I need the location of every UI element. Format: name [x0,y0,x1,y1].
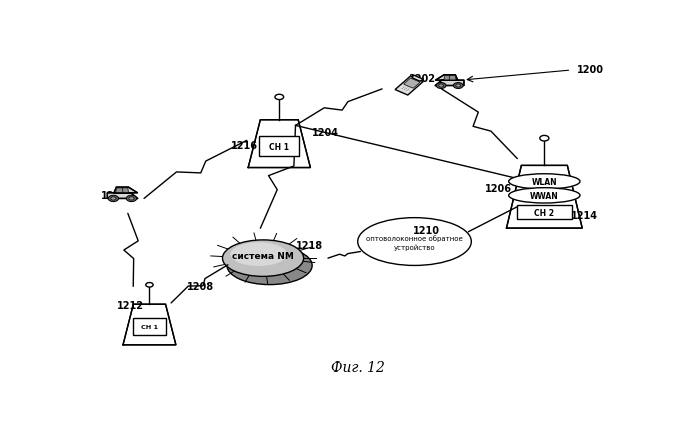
Ellipse shape [227,247,312,285]
Circle shape [406,91,408,92]
Text: 1214: 1214 [572,211,598,221]
Ellipse shape [509,174,580,190]
Polygon shape [413,76,424,82]
Polygon shape [403,79,420,89]
Text: CH 1: CH 1 [141,325,158,329]
Polygon shape [395,77,423,96]
Circle shape [407,87,408,88]
Circle shape [438,85,444,88]
Text: система NM: система NM [232,252,294,261]
Ellipse shape [509,188,580,203]
Text: 1218: 1218 [295,240,322,250]
Text: Фиг. 12: Фиг. 12 [331,360,385,375]
Ellipse shape [230,243,287,267]
Circle shape [146,283,153,287]
Circle shape [405,86,406,87]
Text: WWAN: WWAN [530,191,558,200]
Circle shape [108,196,119,202]
Text: 1210: 1210 [413,225,440,235]
Polygon shape [507,166,582,229]
Circle shape [453,83,463,89]
Circle shape [129,197,134,200]
Text: оптоволоконное обратное: оптоволоконное обратное [366,235,463,241]
Ellipse shape [223,240,304,277]
Text: 1202: 1202 [101,190,128,201]
Text: 1200: 1200 [577,65,604,75]
Bar [133,319,166,335]
Polygon shape [116,188,123,193]
Text: 1204: 1204 [312,128,339,138]
Polygon shape [444,77,451,81]
Text: CH 1: CH 1 [269,142,289,151]
Circle shape [126,196,137,202]
Circle shape [456,85,461,88]
Circle shape [403,88,404,89]
Circle shape [401,89,403,90]
Bar [517,206,572,220]
Circle shape [111,197,116,200]
Text: 1202: 1202 [409,74,436,84]
Polygon shape [248,120,311,168]
Bar [260,137,299,157]
Ellipse shape [357,218,471,266]
Text: 1208: 1208 [187,282,214,292]
Text: WLAN: WLAN [532,178,557,187]
Circle shape [436,83,446,89]
Text: устройство: устройство [394,244,436,250]
Circle shape [409,88,410,89]
Polygon shape [107,187,138,199]
Text: CH 2: CH 2 [535,208,554,217]
Circle shape [275,95,283,100]
Polygon shape [449,77,456,81]
Circle shape [408,89,409,90]
Text: 1206: 1206 [485,184,512,194]
Polygon shape [123,304,176,345]
Circle shape [404,90,405,91]
Polygon shape [121,188,128,193]
Circle shape [540,136,549,141]
Text: 1216: 1216 [230,141,258,151]
Polygon shape [436,76,464,86]
Text: 1212: 1212 [117,300,144,310]
